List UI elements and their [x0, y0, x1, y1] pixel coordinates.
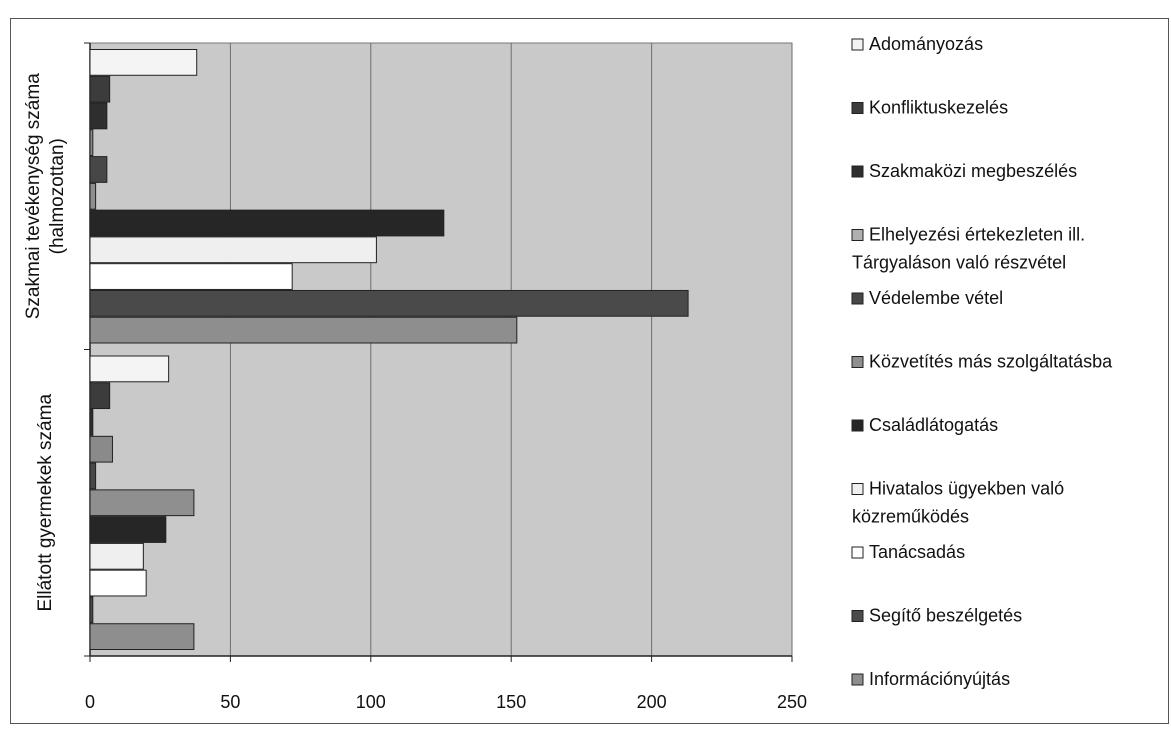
legend-label: Információnyújtás: [869, 669, 1010, 689]
bar: [89, 462, 97, 490]
legend-label: Tárgyaláson való részvétel: [852, 253, 1066, 273]
legend-swatch: [851, 165, 864, 178]
bar: [89, 75, 111, 103]
legend-label: Szakmaközi megbeszélés: [869, 161, 1077, 181]
bar: [89, 435, 113, 463]
legend-label: Hivatalos ügyekben való: [869, 479, 1064, 499]
legend-swatch: [851, 356, 864, 368]
bar: [89, 316, 518, 344]
bar: [89, 542, 144, 570]
bar: [89, 49, 198, 76]
x-tick-label: 150: [496, 692, 526, 712]
legend-label: Elhelyezési értekezleten ill.: [869, 225, 1085, 245]
category-label: (halmozottan): [47, 138, 68, 254]
legend-label: Tanácsadás: [869, 542, 965, 562]
bar: [89, 263, 293, 290]
legend-swatch: [851, 229, 864, 241]
plot-area: [89, 42, 793, 657]
chart-frame: [10, 18, 1169, 724]
x-tick-label: 250: [777, 692, 807, 712]
legend-swatch: [851, 483, 864, 495]
bar: [89, 623, 195, 651]
bar: [89, 355, 170, 383]
bar: [89, 129, 94, 157]
bar: [89, 236, 377, 264]
legend-label: Védelembe vétel: [869, 288, 1003, 308]
x-tick-label: 100: [356, 692, 386, 712]
legend-label: Közvetítés más szolgáltatásba: [869, 352, 1113, 372]
legend-swatch: [851, 419, 864, 432]
legend-swatch: [851, 673, 864, 686]
legend-swatch: [851, 610, 864, 622]
bar: [89, 516, 167, 543]
bar: [89, 289, 689, 317]
bar: [89, 209, 445, 237]
bar: [89, 569, 147, 597]
category-label: Szakmai tevékenység száma: [23, 73, 44, 319]
bar: [89, 182, 97, 210]
legend-label: közreműködés: [852, 507, 969, 527]
legend-swatch: [851, 102, 864, 114]
bar: [89, 596, 94, 624]
legend-label: Segítő beszélgetés: [869, 606, 1022, 626]
legend-label: Konfliktuskezelés: [869, 98, 1008, 118]
bar: [89, 489, 195, 517]
x-tick-label: 200: [637, 692, 667, 712]
category-label: Ellátott gyermekek száma: [35, 394, 56, 612]
bar: [89, 156, 108, 183]
x-tick-label: 50: [220, 692, 240, 712]
legend-swatch: [851, 38, 864, 51]
bar: [89, 382, 111, 410]
bar: [89, 102, 108, 130]
legend-swatch: [851, 292, 864, 305]
legend-swatch: [851, 546, 864, 559]
legend-label: Adományozás: [869, 34, 983, 54]
bar: [89, 409, 94, 436]
legend-label: Családlátogatás: [869, 415, 998, 435]
x-tick-label: 0: [85, 692, 95, 712]
